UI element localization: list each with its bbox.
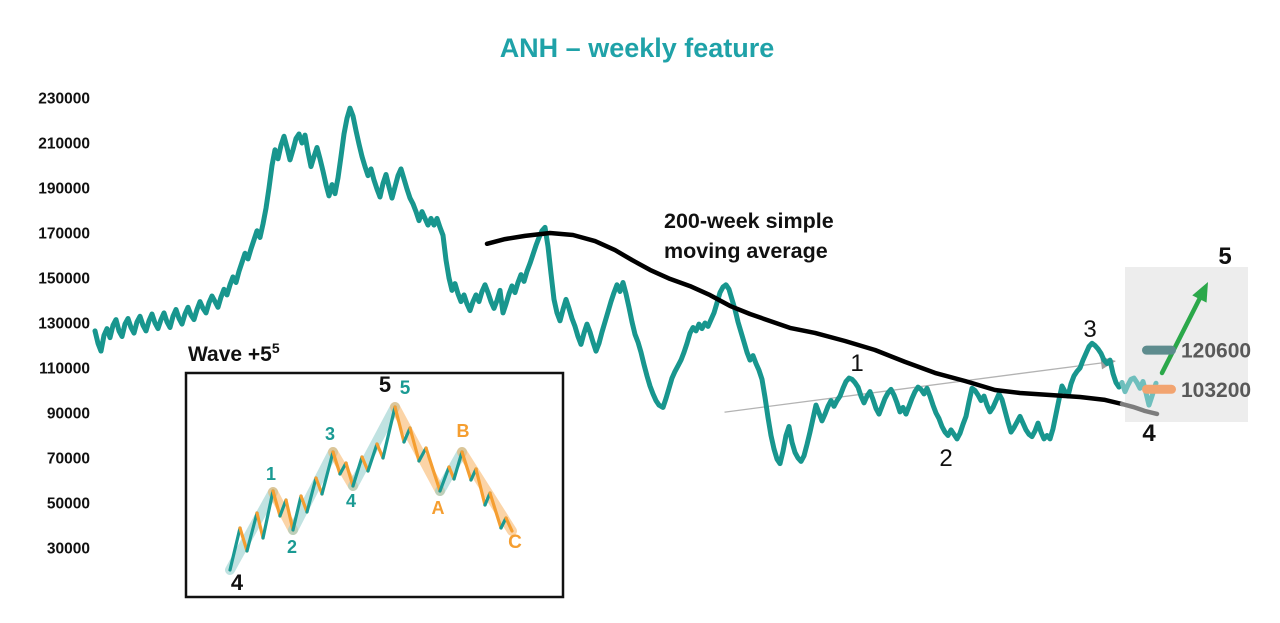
inset-zigzag-segment <box>271 489 282 518</box>
wave-label-4: 4 <box>1142 420 1156 447</box>
inset-zigzag-segment <box>460 450 473 482</box>
inset-zigzag-segment <box>438 465 451 493</box>
inset-title-superscript: 5 <box>272 340 280 356</box>
inset-band-teal-4 <box>348 402 400 491</box>
trendline-arrow-shaft <box>724 362 1104 413</box>
inset-zigzag-segment <box>314 476 324 496</box>
price-tag-group: 120600 103200 <box>1142 340 1251 402</box>
inset-zigzag-segment <box>351 455 364 488</box>
inset-wave-label-5: 5 <box>400 378 411 399</box>
inset-zigzag-segment <box>488 491 503 530</box>
inset-wave-label-A: A <box>432 498 445 518</box>
inset-wave-label-2: 2 <box>287 537 297 557</box>
wave-label-2: 2 <box>939 445 952 472</box>
projection-arrow-shaft <box>1159 294 1203 376</box>
inset-zigzag-segment <box>331 450 342 476</box>
inset-zigzag-segment <box>474 467 487 507</box>
inset-zigzag-segment <box>255 511 265 540</box>
inset-zigzag-segment <box>284 498 295 532</box>
wave-inset-body: 4 1 2 3 4 5 5 A B C <box>184 371 565 599</box>
inset-zigzag-segment <box>393 405 406 444</box>
y-tick-label: 110000 <box>39 361 90 378</box>
inset-zigzag-segment <box>228 526 242 572</box>
inset-zigzag-segment <box>381 405 397 460</box>
y-tick-label: 150000 <box>38 271 90 288</box>
inset-wave-label-4: 4 <box>231 570 244 595</box>
inset-zigzag-segment <box>245 511 259 553</box>
price-tag-label-103200: 103200 <box>1181 379 1251 402</box>
inset-title: Wave +55 <box>188 340 280 366</box>
chart-title: ANH – weekly feature <box>500 33 775 63</box>
inset-zigzag-segment <box>299 494 309 514</box>
inset-title-text: Wave +5 <box>188 343 272 366</box>
inset-zigzag-segment <box>366 442 379 473</box>
y-tick-label: 90000 <box>47 406 90 423</box>
inset-band-orange-7 <box>457 447 517 536</box>
inset-zigzag-segment <box>291 494 303 532</box>
y-tick-label: 50000 <box>47 496 90 513</box>
inset-wave-label-3: 3 <box>325 424 335 444</box>
wave-label-3: 3 <box>1083 316 1096 343</box>
inset-band-orange-5 <box>390 402 445 496</box>
y-tick-label: 30000 <box>47 541 90 558</box>
projection-arrow-group <box>1159 282 1208 376</box>
inset-zigzag-segment <box>344 461 355 488</box>
inset-zigzag-segment <box>238 526 249 553</box>
projection-arrow-head <box>1192 282 1208 303</box>
series-3-line <box>1119 401 1160 417</box>
inset-zigzag-segment <box>320 450 335 496</box>
y-tick-label: 210000 <box>38 136 90 153</box>
y-tick-label: 230000 <box>38 91 90 108</box>
inset-wave-label-B: B <box>457 421 470 441</box>
price-tag-marker-103200 <box>1142 384 1176 394</box>
y-tick-label: 70000 <box>47 451 90 468</box>
series-2-line <box>484 230 1125 407</box>
inset-zigzag-segment <box>261 489 275 540</box>
wave-label-group: 1 2 3 4 5 <box>850 243 1231 472</box>
ma-annotation-line1: 200-week simple <box>664 209 834 233</box>
y-tick-label: 190000 <box>38 181 90 198</box>
y-tick-label: 170000 <box>38 226 90 243</box>
y-axis-tick-group: 230000 210000 190000 170000 150000 130000 1100… <box>38 91 90 558</box>
inset-wave-label-4: 4 <box>346 491 356 511</box>
series-0-line <box>92 105 1125 467</box>
y-tick-label: 130000 <box>38 316 90 333</box>
inset-wave-label-1: 1 <box>266 464 276 484</box>
inset-wave-label-5: 5 <box>379 372 391 397</box>
inset-wave-label-C: C <box>508 532 522 553</box>
inset-zigzag-segment <box>417 446 428 463</box>
inset-box <box>184 371 565 599</box>
price-tag-marker-120600 <box>1142 345 1176 355</box>
inset-zigzag-segment <box>452 450 464 481</box>
wave-label-5: 5 <box>1218 243 1231 270</box>
inset-zigzag-segment <box>408 426 421 463</box>
series-1-line <box>1119 375 1159 408</box>
price-tag-label-120600: 120600 <box>1181 340 1251 363</box>
inset-zigzag-segment <box>424 446 442 493</box>
inset-zigzag-segment <box>504 516 514 533</box>
inset-zigzag-segment <box>360 455 370 473</box>
price-and-ma-series-group <box>92 105 1160 467</box>
ma-annotation-line2: moving average <box>664 239 828 263</box>
wave-label-1: 1 <box>850 350 863 377</box>
inset-zigzag-segment <box>305 476 318 514</box>
